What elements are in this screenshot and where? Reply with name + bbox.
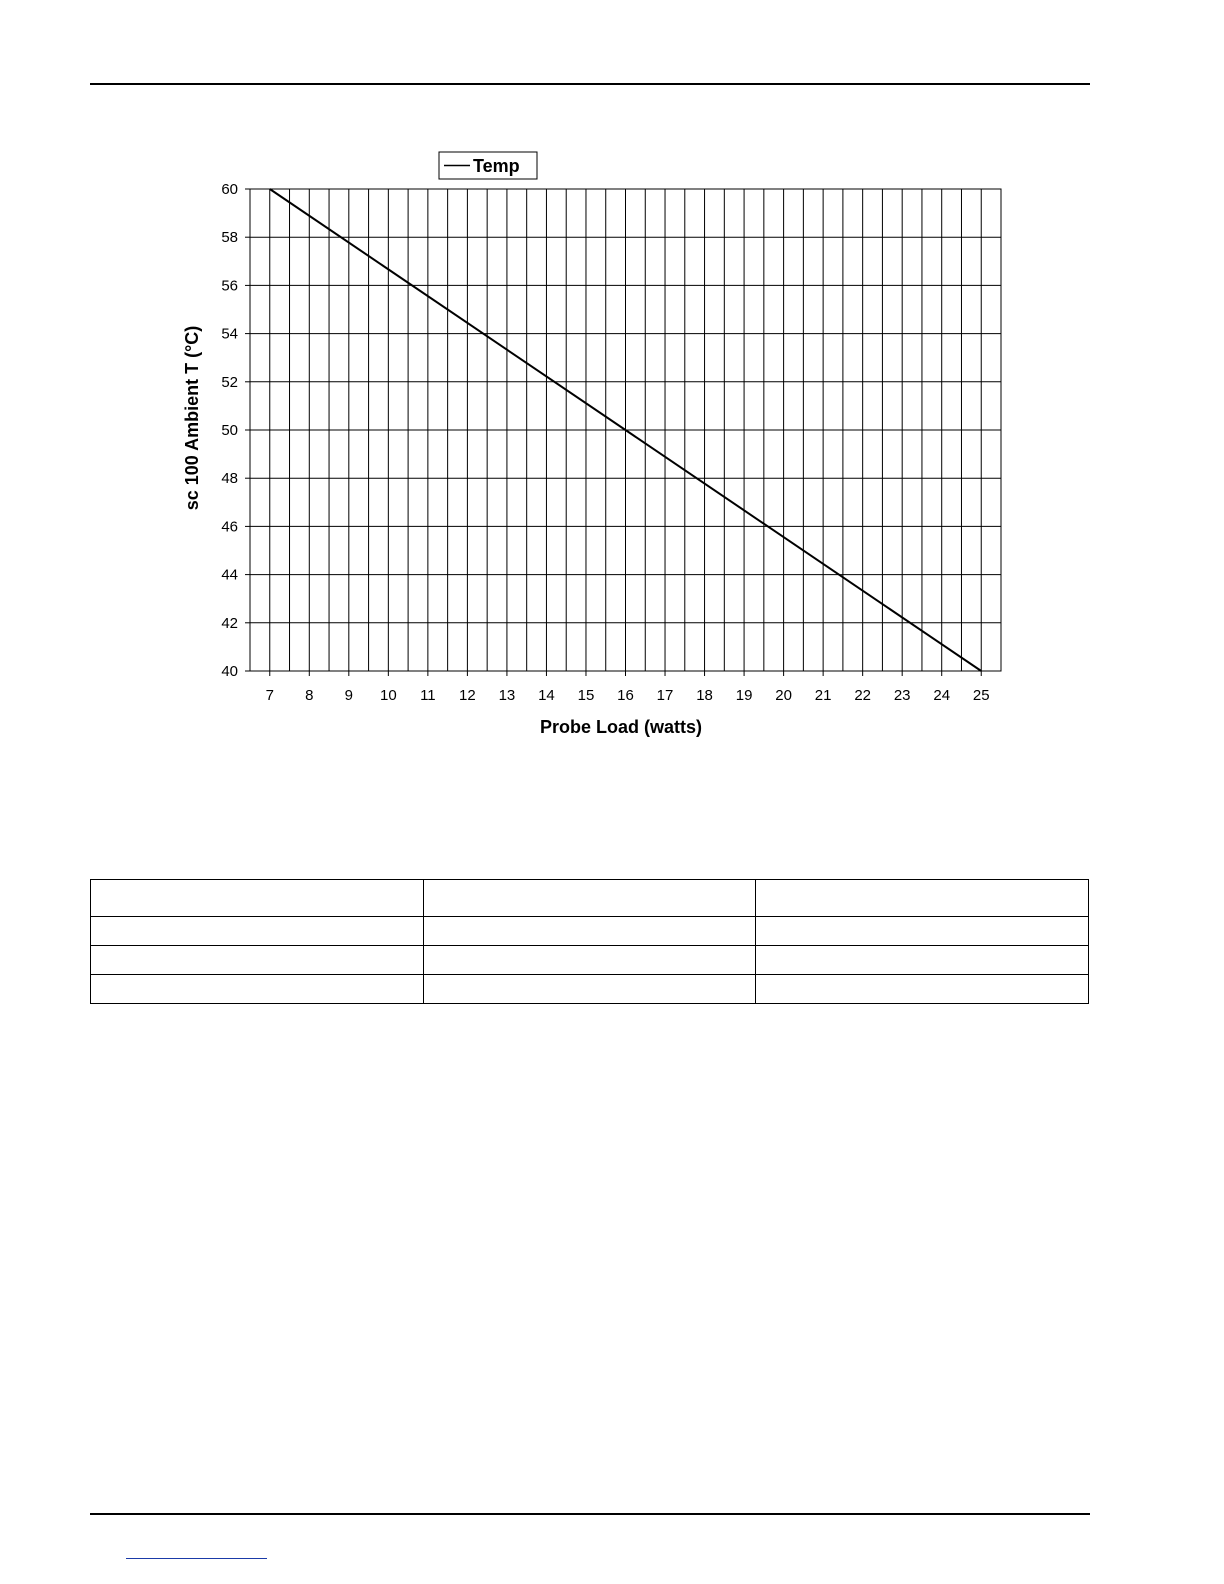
x-tick-label: 17	[657, 687, 674, 704]
series-layer	[269, 188, 982, 672]
x-tick-label: 19	[736, 687, 753, 704]
table-row	[90, 945, 1089, 975]
y-tick-label: 44	[221, 567, 238, 584]
x-axis-title: Probe Load (watts)	[540, 717, 702, 737]
x-tick-label: 20	[775, 687, 792, 704]
table-header-row	[90, 879, 1089, 917]
table-cell	[90, 945, 424, 975]
table-cell	[422, 974, 757, 1004]
table-row	[90, 974, 1089, 1004]
y-axis-title: sc 100 Ambient T (°C)	[182, 326, 202, 511]
x-tick-label: 7	[266, 687, 274, 704]
x-tick-label: 18	[696, 687, 713, 704]
chart-legend: Temp	[438, 151, 538, 180]
ambient-temperature-chart: 7 8 9 10 11 12 13 14 15 16 17 18 19 20 21 22 23 24 25 40 42 4…	[182, 151, 1002, 737]
x-tick-label: 22	[854, 687, 871, 704]
table-cell	[90, 916, 424, 946]
y-tick-label: 52	[221, 374, 238, 391]
header-rule	[90, 83, 1090, 85]
y-tick-label: 42	[221, 615, 238, 632]
table-cell	[90, 974, 424, 1004]
y-tick-label: 58	[221, 229, 238, 246]
y-tick-label: 56	[221, 277, 238, 294]
axis-ticks: 7 8 9 10 11 12 13 14 15 16 17 18 19 20 21 22 23 24 25 40 42 4…	[221, 181, 989, 704]
table-cell	[755, 916, 1089, 946]
blank-table	[90, 879, 1089, 1004]
x-tick-label: 9	[345, 687, 353, 704]
x-tick-label: 11	[420, 687, 436, 704]
x-tick-label: 12	[459, 687, 476, 704]
table-cell	[755, 945, 1089, 975]
x-tick-label: 8	[305, 687, 313, 704]
x-tick-label: 21	[815, 687, 832, 704]
x-tick-label: 13	[499, 687, 516, 704]
x-tick-label: 23	[894, 687, 911, 704]
footer-link-underline	[126, 1558, 267, 1559]
series-line-temp	[269, 188, 982, 672]
table-cell	[90, 879, 424, 917]
table-cell	[422, 945, 757, 975]
legend-label-temp: Temp	[473, 156, 520, 176]
x-tick-label: 14	[538, 687, 555, 704]
x-tick-label: 10	[380, 687, 397, 704]
table-cell	[755, 974, 1089, 1004]
y-tick-label: 48	[221, 470, 238, 487]
x-tick-label: 25	[973, 687, 990, 704]
x-tick-label: 24	[933, 687, 950, 704]
table-cell	[422, 916, 757, 946]
y-tick-label: 40	[221, 663, 238, 680]
table-cell	[755, 879, 1089, 917]
y-tick-label: 54	[221, 326, 238, 343]
footer-rule	[90, 1513, 1090, 1515]
table-cell	[422, 879, 757, 917]
table-row	[90, 916, 1089, 946]
x-tick-label: 15	[578, 687, 595, 704]
y-tick-label: 46	[221, 518, 238, 535]
x-tick-label: 16	[617, 687, 634, 704]
y-tick-label: 60	[221, 181, 238, 198]
y-tick-label: 50	[221, 422, 238, 439]
